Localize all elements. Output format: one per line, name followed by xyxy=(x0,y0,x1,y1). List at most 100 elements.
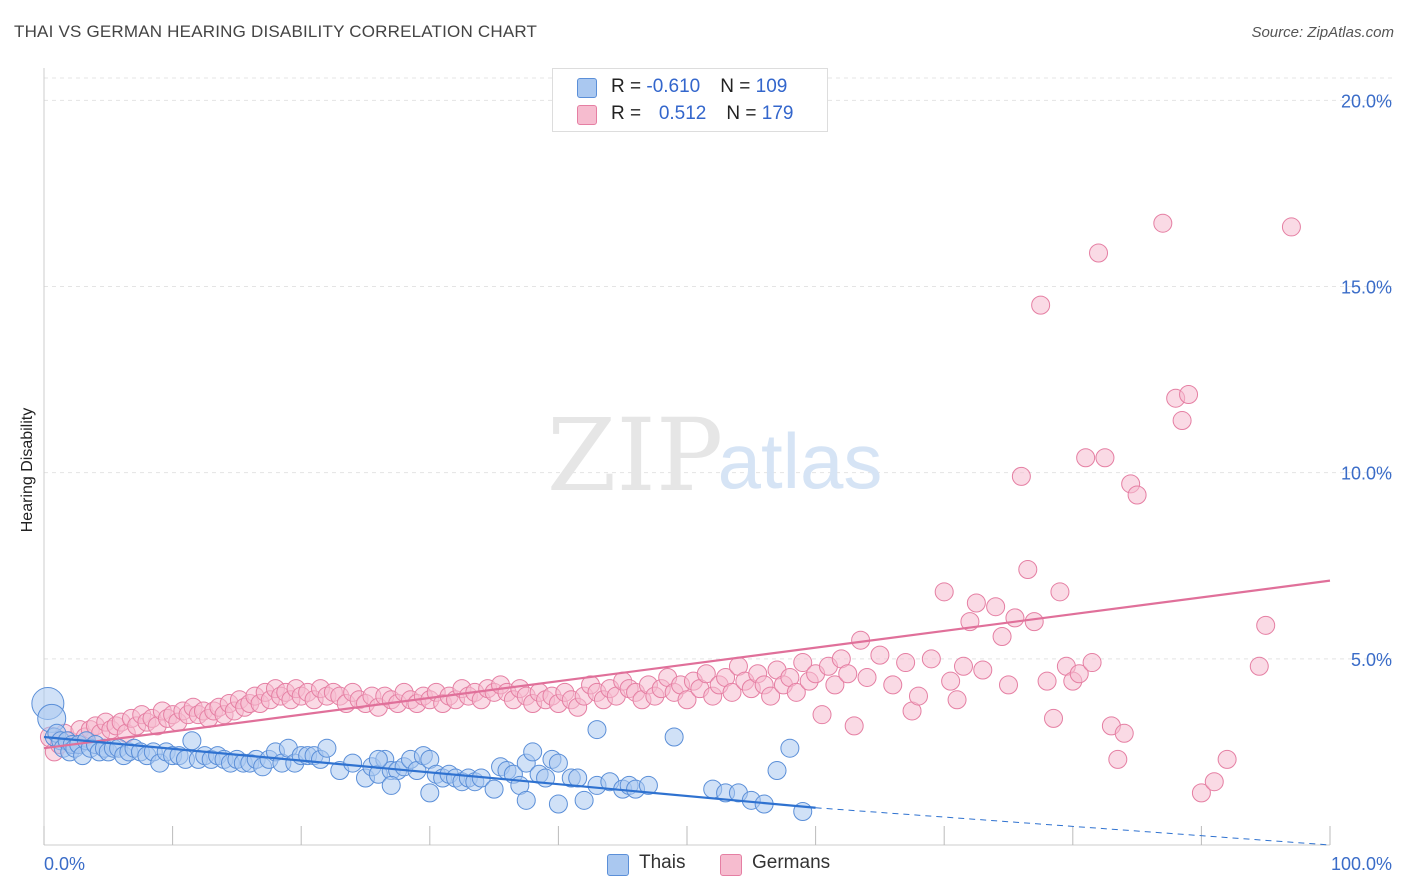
data-point-germans xyxy=(1069,664,1089,684)
data-point-thais xyxy=(317,738,337,758)
data-point-germans xyxy=(1179,384,1199,404)
correlation-legend: R = -0.610 N = 109 R = 0.512 N = 179 xyxy=(552,68,828,132)
data-point-germans xyxy=(883,675,903,695)
data-point-thais xyxy=(548,753,568,773)
data-point-thais xyxy=(484,779,504,799)
n-value-germans: 179 xyxy=(761,103,794,124)
data-point-thais xyxy=(368,749,388,769)
data-point-germans xyxy=(1281,217,1301,237)
data-point-germans xyxy=(1256,615,1276,635)
data-point-germans xyxy=(1172,411,1192,431)
r-label: R = xyxy=(611,76,647,97)
data-point-thais xyxy=(587,720,607,740)
data-point-thais xyxy=(638,775,658,795)
legend-swatch-thais-bottom xyxy=(607,854,629,876)
legend-swatch-germans xyxy=(577,105,597,125)
data-point-germans xyxy=(1217,749,1237,769)
data-point-germans xyxy=(1127,485,1147,505)
data-point-germans xyxy=(1249,656,1269,676)
data-point-germans xyxy=(722,682,742,702)
data-point-germans xyxy=(786,682,806,702)
data-point-germans xyxy=(1031,295,1051,315)
y-tick-label: 5.0% xyxy=(1351,650,1392,670)
data-point-germans xyxy=(825,675,845,695)
data-point-thais xyxy=(516,790,536,810)
n-label: N = xyxy=(726,103,762,124)
data-point-germans xyxy=(1050,582,1070,602)
data-point-germans xyxy=(1089,243,1109,263)
data-point-germans xyxy=(1204,772,1224,792)
data-point-germans xyxy=(1037,671,1057,691)
trend-line-thais-extension xyxy=(815,807,1331,846)
watermark-atlas: atlas xyxy=(718,417,883,505)
data-point-germans xyxy=(1114,723,1134,743)
data-point-germans xyxy=(793,653,813,673)
data-point-germans xyxy=(1005,608,1025,628)
data-point-germans xyxy=(999,675,1018,695)
data-point-germans xyxy=(1076,448,1096,468)
data-point-germans xyxy=(986,597,1006,617)
data-point-thais xyxy=(548,794,568,814)
legend-text-thais: R = -0.610 N = 109 xyxy=(611,76,787,98)
data-point-germans xyxy=(696,664,716,684)
legend-label-germans: Germans xyxy=(752,852,831,873)
data-point-germans xyxy=(934,582,954,602)
data-point-germans xyxy=(1108,749,1128,769)
source-label: Source: ZipAtlas.com xyxy=(1251,24,1394,41)
r-label: R = xyxy=(611,103,647,124)
legend-label-thais: Thais xyxy=(639,852,686,873)
data-point-germans xyxy=(677,690,697,710)
n-value-thais: 109 xyxy=(755,76,788,97)
legend-swatch-germans-bottom xyxy=(720,854,742,876)
series-legend: Thais Germans xyxy=(0,850,1406,878)
data-point-germans xyxy=(921,649,941,669)
data-point-germans xyxy=(992,626,1012,646)
trend-line-thais xyxy=(43,735,816,809)
x-tick-label-min: 0.0% xyxy=(44,854,85,874)
trend-line-germans xyxy=(43,579,1331,750)
data-point-thais xyxy=(182,731,202,751)
data-point-germans xyxy=(947,690,967,710)
y-tick-label: 10.0% xyxy=(1341,464,1392,484)
chart-title: THAI VS GERMAN HEARING DISABILITY CORREL… xyxy=(14,22,538,41)
trend-lines xyxy=(43,579,1331,846)
data-point-germans xyxy=(1044,708,1064,728)
data-point-germans xyxy=(870,645,890,665)
data-point-germans xyxy=(1011,466,1031,486)
y-tick-label: 20.0% xyxy=(1341,91,1392,111)
data-point-thais xyxy=(343,753,363,773)
data-point-germans xyxy=(1024,612,1044,632)
data-point-thais xyxy=(420,783,440,803)
data-point-thais xyxy=(381,775,401,795)
data-point-germans xyxy=(1082,653,1102,673)
data-point-germans xyxy=(941,671,961,691)
watermark-zip: ZIP xyxy=(547,397,723,514)
data-point-germans xyxy=(1153,213,1173,233)
data-point-germans xyxy=(966,593,986,613)
data-point-germans xyxy=(1018,559,1038,579)
data-point-germans xyxy=(812,705,832,725)
data-point-germans xyxy=(1191,783,1211,803)
data-point-germans xyxy=(896,653,916,673)
data-point-thais xyxy=(523,742,543,762)
data-point-germans xyxy=(953,656,973,676)
data-point-thais xyxy=(664,727,684,747)
legend-swatch-thais xyxy=(577,78,597,98)
legend-text-germans: R = 0.512 N = 179 xyxy=(611,103,793,125)
data-point-germans xyxy=(844,716,864,736)
n-label: N = xyxy=(720,76,756,97)
data-point-germans xyxy=(761,686,781,706)
data-point-thais xyxy=(574,790,594,810)
tick-labels: 5.0% 10.0% 15.0% 20.0% 0.0% 100.0% xyxy=(44,91,1392,874)
y-tick-label: 15.0% xyxy=(1341,278,1392,298)
data-point-thais xyxy=(780,738,800,758)
r-value-thais: -0.610 xyxy=(646,76,701,97)
grid-lines xyxy=(44,77,1392,660)
r-value-germans: 0.512 xyxy=(658,103,707,124)
data-point-germans xyxy=(838,664,858,684)
x-tick-label-max: 100.0% xyxy=(1331,854,1392,874)
data-point-germans xyxy=(857,667,877,687)
data-point-germans xyxy=(908,686,928,706)
data-point-germans xyxy=(973,660,993,680)
